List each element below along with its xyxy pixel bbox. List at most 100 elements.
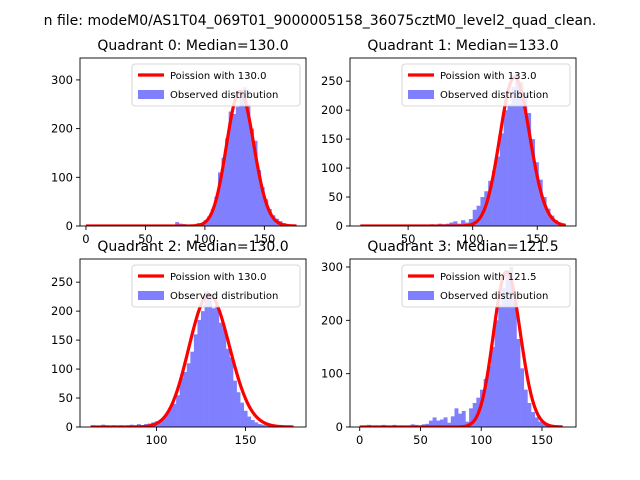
histogram-bar	[165, 412, 170, 427]
histogram-bar	[542, 197, 547, 226]
x-tick-label: 100	[470, 433, 492, 447]
legend-label-fit: Poission with 121.5	[440, 272, 536, 283]
histogram-bar	[253, 140, 258, 226]
legend-box	[131, 264, 301, 308]
histogram-bar	[509, 267, 514, 427]
histogram-bar	[260, 187, 265, 226]
histogram-bar	[449, 222, 454, 226]
legend-bar-swatch	[408, 291, 434, 300]
histogram-bar	[243, 410, 248, 427]
histogram-bar	[494, 320, 499, 427]
y-tick-label: 0	[66, 219, 73, 233]
histogram-bar	[488, 180, 493, 226]
legend-box	[401, 264, 571, 308]
legend-label-observed: Observed distribution	[440, 90, 548, 101]
histogram-bar	[168, 406, 173, 427]
histogram-bar	[443, 417, 448, 427]
y-tick-label: 0	[66, 420, 73, 434]
histogram-bar	[267, 208, 272, 226]
histogram-bar	[235, 106, 240, 226]
figure-suptitle: n file: modeM0/AS1T04_069T01_9000005158_…	[44, 13, 597, 29]
histogram-bar	[186, 363, 191, 427]
histogram-bar	[261, 424, 266, 427]
histogram-bar	[239, 89, 244, 226]
histogram-bar	[501, 288, 506, 427]
histogram-bar	[534, 417, 539, 427]
chart-panel-2: 100 150 0 50 100 150 200 250 Quadrant 2: Median=…	[51, 239, 307, 447]
histogram-bar	[228, 111, 233, 226]
histogram-bar	[468, 219, 473, 226]
histogram-bar	[257, 170, 262, 226]
histogram-bar	[447, 422, 452, 427]
histogram-bar	[453, 221, 458, 226]
x-tick-label: 100	[146, 433, 168, 447]
x-tick-label: 0	[356, 433, 363, 447]
histogram-bar	[534, 162, 539, 226]
plot-area	[358, 267, 565, 427]
histogram-bar	[271, 215, 276, 226]
chart-panel-3: 0 50 100 150 0 100 200 300 Quadrant 3: Median=12…	[321, 239, 577, 447]
histogram-bar	[527, 403, 532, 427]
histogram-bar	[538, 179, 543, 226]
histogram-bar	[476, 205, 481, 226]
legend-label-fit: Poission with 133.0	[440, 71, 536, 82]
histogram-bar	[499, 133, 504, 226]
histogram-bar	[461, 220, 466, 226]
histogram-bar	[472, 403, 477, 427]
histogram-bar	[439, 419, 444, 427]
legend: Poission with 130.0 Observed distribution	[131, 63, 301, 107]
histogram-bar	[432, 417, 437, 427]
legend-bar-swatch	[408, 90, 434, 99]
legend-label-observed: Observed distribution	[170, 291, 278, 302]
histogram-bar	[519, 82, 524, 226]
x-tick-label: 100	[194, 232, 216, 246]
x-tick-label: 150	[253, 232, 275, 246]
y-tick-label: 300	[321, 260, 343, 274]
histogram-bar	[531, 412, 535, 427]
histogram-bar	[511, 86, 516, 226]
histogram-bar	[490, 347, 495, 427]
y-tick-label: 0	[336, 219, 343, 233]
histogram-bar	[246, 104, 251, 226]
histogram-bar	[487, 365, 492, 427]
x-tick-label: 50	[138, 232, 153, 246]
panel-title: Quadrant 0: Median=130.0	[97, 38, 288, 54]
histogram-bar	[179, 377, 184, 427]
histogram-bar	[436, 420, 441, 427]
x-tick-label: 150	[235, 433, 257, 447]
legend-bar-swatch	[138, 291, 164, 300]
axes-frame	[349, 258, 577, 428]
histogram-bar	[264, 199, 269, 226]
histogram-bar	[515, 72, 520, 226]
histogram-bar	[211, 308, 216, 427]
histogram-bar	[498, 304, 503, 427]
histogram-bar	[526, 113, 532, 226]
x-tick-label: 100	[462, 232, 484, 246]
histogram-bar	[523, 389, 528, 427]
histogram-bar	[523, 92, 528, 226]
x-tick-label: 150	[526, 232, 548, 246]
y-tick-label: 200	[321, 313, 343, 327]
chart-panel-1: 50 100 150 0 50 100 150 200 250 Quadrant 1: Media…	[321, 38, 577, 246]
y-tick-label: 200	[51, 304, 73, 318]
histogram-bar	[175, 222, 180, 226]
histogram-bar	[454, 408, 459, 427]
histogram-bar	[221, 157, 226, 226]
histogram-bar	[210, 208, 215, 226]
axes-frame	[79, 258, 307, 428]
histogram-bar	[204, 290, 209, 427]
histogram-bar	[225, 348, 230, 427]
histogram-bar	[450, 416, 455, 427]
histogram-bar	[492, 170, 497, 226]
histogram-bar	[428, 420, 433, 427]
histogram-bar	[250, 420, 255, 427]
legend-label-observed: Observed distribution	[440, 291, 548, 302]
histogram-bar	[538, 421, 543, 427]
histogram-bar	[550, 215, 555, 226]
x-tick-label: 50	[401, 232, 416, 246]
histogram-bar	[197, 319, 202, 427]
histogram-bar	[472, 209, 477, 226]
histogram-bar	[236, 392, 241, 427]
panel-title: Quadrant 2: Median=130.0	[97, 239, 288, 255]
histogram-bar	[214, 196, 219, 226]
